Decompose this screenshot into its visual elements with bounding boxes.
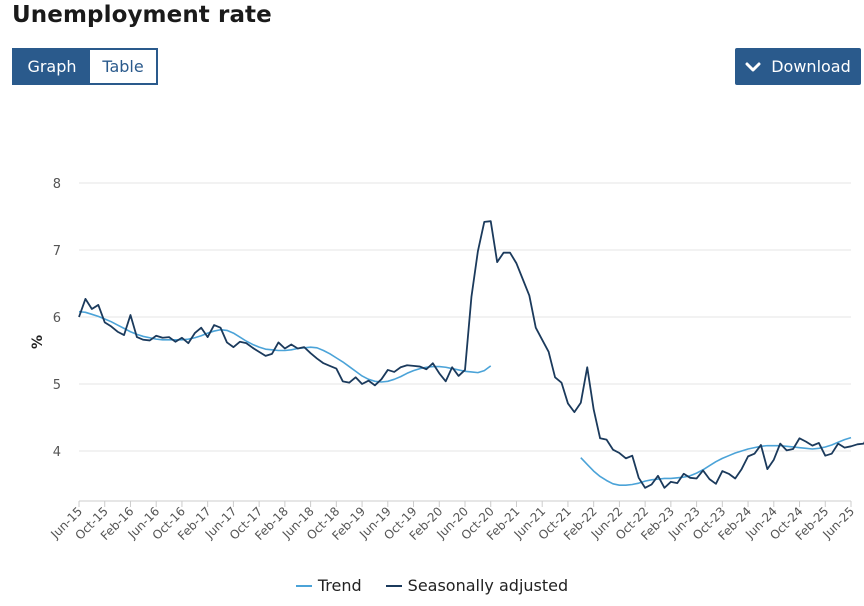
legend-swatch-trend	[295, 584, 312, 587]
table-tab[interactable]: Table	[90, 50, 156, 83]
legend-swatch-seasonally-adjusted	[385, 584, 402, 587]
y-tick-label: 7	[53, 244, 61, 259]
legend-item-seasonally-adjusted[interactable]: Seasonally adjusted	[385, 576, 569, 595]
series-line-trend-first	[78, 310, 492, 383]
y-tick-label: 5	[53, 378, 61, 393]
download-button[interactable]: Download	[735, 48, 861, 85]
series-line-seasonally-adjusted	[78, 220, 864, 489]
legend-label-seasonally-adjusted: Seasonally adjusted	[407, 576, 569, 595]
y-tick-label: 4	[53, 445, 61, 460]
series-line-trend-second	[580, 436, 852, 486]
legend-label-trend: Trend	[317, 576, 362, 595]
view-toggle: Graph Table	[12, 48, 158, 85]
y-tick-label: 8	[53, 177, 61, 192]
chart-legend: Trend Seasonally adjusted	[0, 576, 864, 595]
legend-item-trend[interactable]: Trend	[295, 576, 362, 595]
y-tick-label: 6	[53, 311, 61, 326]
graph-tab[interactable]: Graph	[14, 50, 90, 83]
download-label: Download	[771, 57, 851, 76]
page-title: Unemployment rate	[12, 2, 272, 28]
chevron-down-icon	[745, 62, 761, 71]
y-axis-label: %	[30, 335, 46, 349]
